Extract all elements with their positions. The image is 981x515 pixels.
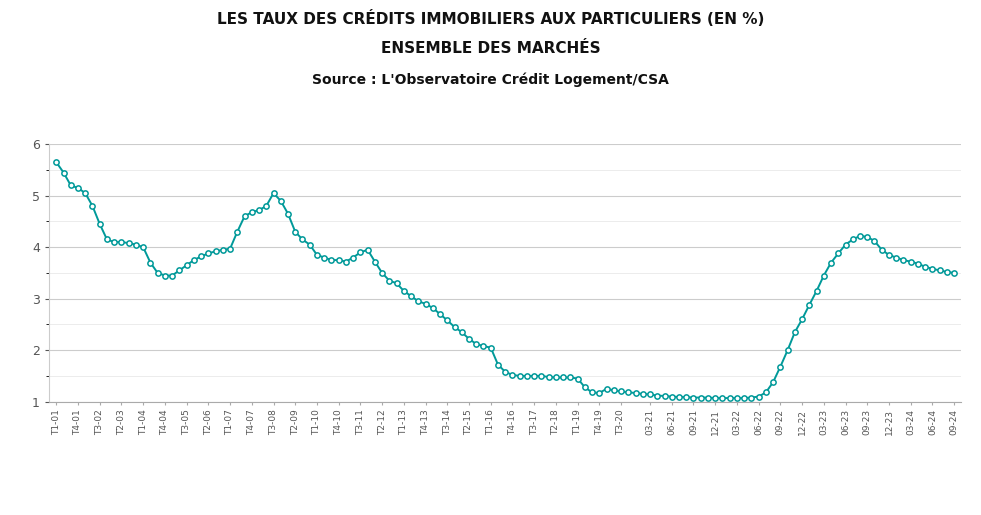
Text: LES TAUX DES CRÉDITS IMMOBILIERS AUX PARTICULIERS (EN %): LES TAUX DES CRÉDITS IMMOBILIERS AUX PAR… (217, 10, 764, 27)
Text: Source : L'Observatoire Crédit Logement/CSA: Source : L'Observatoire Crédit Logement/… (312, 72, 669, 87)
Text: ENSEMBLE DES MARCHÉS: ENSEMBLE DES MARCHÉS (381, 41, 600, 56)
